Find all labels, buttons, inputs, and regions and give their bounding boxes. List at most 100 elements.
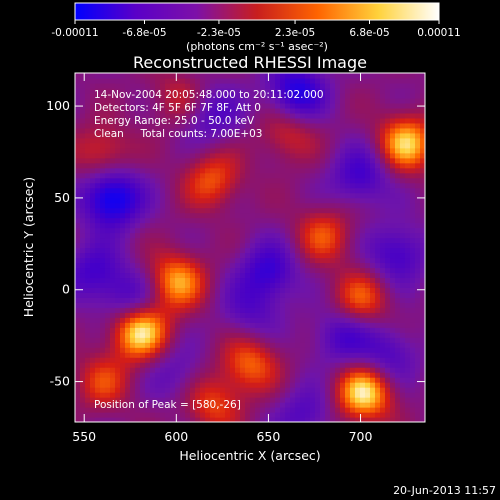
heatmap-cell	[260, 297, 266, 303]
heatmap-cell	[150, 382, 156, 388]
heatmap-cell	[325, 417, 331, 422]
heatmap-cell	[100, 107, 106, 114]
heatmap-cell	[185, 152, 191, 159]
heatmap-cell	[195, 382, 201, 388]
heatmap-cell	[390, 262, 396, 269]
heatmap-cell	[155, 327, 161, 333]
heatmap-cell	[260, 362, 266, 368]
heatmap-cell	[235, 377, 241, 383]
heatmap-cell	[170, 207, 176, 214]
heatmap-cell	[320, 387, 326, 393]
heatmap-cell	[335, 382, 341, 388]
heatmap-cell	[365, 177, 371, 184]
heatmap-cell	[345, 182, 351, 189]
heatmap-cell	[175, 227, 181, 234]
heatmap-cell	[355, 112, 361, 119]
heatmap-cell	[285, 207, 291, 214]
heatmap-cell	[225, 287, 231, 293]
heatmap-cell	[200, 347, 206, 353]
heatmap-cell	[170, 367, 176, 373]
heatmap-cell	[90, 362, 96, 368]
heatmap-cell	[120, 267, 126, 274]
heatmap-cell	[200, 192, 206, 199]
heatmap-cell	[230, 152, 236, 159]
heatmap-cell	[290, 227, 296, 234]
heatmap-cell	[195, 117, 201, 124]
heatmap-cell	[205, 182, 211, 189]
heatmap-cell	[185, 187, 191, 194]
heatmap-cell	[375, 312, 381, 318]
heatmap-cell	[95, 372, 101, 378]
heatmap-cell	[175, 247, 181, 254]
heatmap-cell	[300, 192, 306, 199]
heatmap-cell	[125, 302, 131, 308]
heatmap-cell	[125, 362, 131, 368]
heatmap-cell	[260, 217, 266, 224]
heatmap-cell	[125, 332, 131, 338]
heatmap-cell	[160, 387, 166, 393]
heatmap-cell	[320, 187, 326, 194]
y-tick-label: 0	[62, 282, 70, 297]
heatmap-cell	[275, 337, 281, 343]
heatmap-cell	[170, 257, 176, 264]
heatmap-cell	[205, 377, 211, 383]
heatmap-cell	[330, 107, 336, 114]
heatmap-cell	[245, 277, 251, 283]
heatmap-cell	[355, 87, 361, 94]
heatmap-cell	[345, 252, 351, 259]
heatmap-cell	[320, 247, 326, 254]
heatmap-cell	[380, 252, 386, 259]
heatmap-cell	[210, 327, 216, 333]
heatmap-cell	[220, 297, 226, 303]
heatmap-cell	[275, 382, 281, 388]
heatmap-cell	[195, 227, 201, 234]
heatmap-cell	[135, 117, 141, 124]
heatmap-cell	[350, 307, 356, 313]
heatmap-cell	[395, 142, 401, 149]
heatmap-cell	[260, 317, 266, 323]
heatmap-cell	[260, 287, 266, 293]
heatmap-cell	[125, 167, 131, 174]
heatmap-cell	[130, 392, 136, 398]
heatmap-cell	[290, 302, 296, 308]
heatmap-cell	[340, 282, 346, 288]
heatmap-cell	[180, 297, 186, 303]
heatmap-cell	[105, 397, 111, 403]
heatmap-cell	[250, 172, 256, 179]
heatmap-cell	[155, 237, 161, 244]
heatmap-cell	[250, 382, 256, 388]
heatmap-cell	[315, 117, 321, 124]
heatmap-cell	[315, 192, 321, 199]
heatmap-cell	[235, 247, 241, 254]
heatmap-cell	[240, 347, 246, 353]
heatmap-cell	[145, 162, 151, 169]
heatmap-cell	[315, 132, 321, 139]
heatmap-cell	[395, 347, 401, 353]
heatmap-cell	[90, 337, 96, 343]
heatmap-cell	[315, 127, 321, 134]
heatmap-cell	[385, 207, 391, 214]
heatmap-cell	[115, 272, 121, 279]
heatmap-cell	[180, 112, 186, 119]
heatmap-cell	[75, 367, 81, 373]
heatmap-cell	[395, 177, 401, 184]
heatmap-cell	[245, 317, 251, 323]
heatmap-cell	[235, 317, 241, 323]
heatmap-cell	[150, 312, 156, 318]
heatmap-cell	[225, 107, 231, 114]
heatmap-cell	[110, 242, 116, 249]
heatmap-cell	[225, 207, 231, 214]
heatmap-cell	[420, 227, 425, 234]
heatmap-cell	[280, 337, 286, 343]
heatmap-cell	[395, 172, 401, 179]
heatmap-cell	[190, 162, 196, 169]
heatmap-cell	[160, 137, 166, 144]
heatmap-cell	[215, 347, 221, 353]
heatmap-cell	[140, 127, 146, 134]
heatmap-cell	[400, 357, 406, 363]
heatmap-cell	[80, 272, 86, 279]
heatmap-cell	[125, 112, 131, 119]
heatmap-cell	[190, 252, 196, 259]
heatmap-cell	[140, 277, 146, 283]
heatmap-cell	[300, 247, 306, 254]
